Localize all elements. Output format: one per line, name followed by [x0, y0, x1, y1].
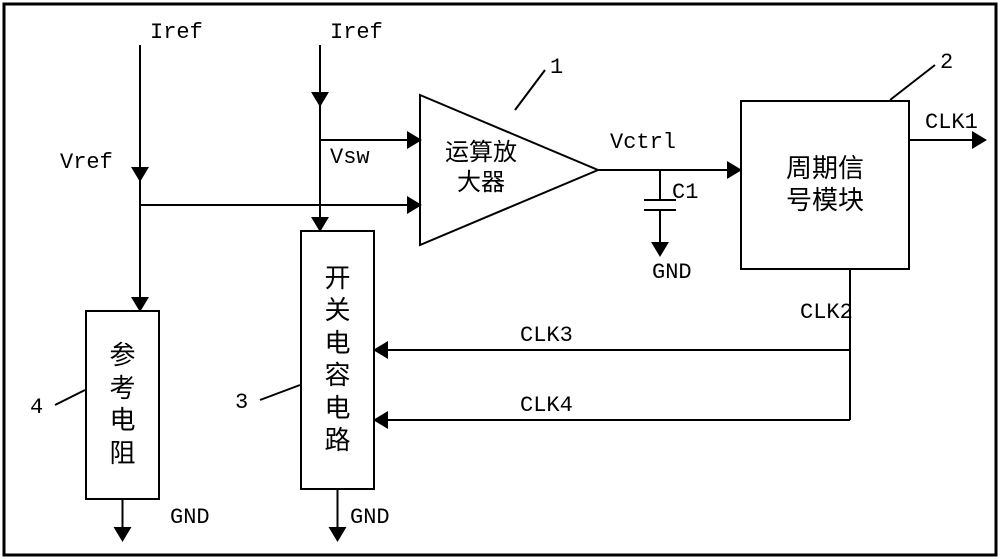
gnd-sw-label: GND	[350, 505, 390, 530]
clk2-label: CLK2	[800, 300, 853, 325]
iref-right-label: Iref	[330, 20, 383, 45]
vctrl-label: Vctrl	[610, 130, 676, 155]
period-signal-block: 周期信 号模块	[740, 100, 910, 270]
svg-text:大器: 大器	[457, 169, 505, 196]
period-signal-text: 周期信 号模块	[786, 153, 864, 218]
clk3-label: CLK3	[520, 323, 573, 348]
c1-label: C1	[672, 180, 698, 205]
gnd-ref-label: GND	[170, 505, 210, 530]
vref-label: Vref	[60, 150, 113, 175]
reference-resistor-block: 参 考 电 阻	[85, 310, 160, 500]
svg-text:运算放: 运算放	[445, 139, 517, 166]
callout-2-label: 2	[940, 50, 953, 75]
switched-capacitor-text: 开 关 电 容 电 路	[324, 263, 350, 458]
switched-capacitor-block: 开 关 电 容 电 路	[300, 230, 375, 490]
vsw-label: Vsw	[330, 145, 370, 170]
clk1-label: CLK1	[925, 110, 978, 135]
reference-resistor-text: 参 考 电 阻	[109, 340, 135, 470]
callout-4-label: 4	[30, 395, 43, 420]
gnd-cap-label: GND	[652, 260, 692, 285]
callout-1-label: 1	[550, 55, 563, 80]
callout-3-label: 3	[235, 390, 248, 415]
clk4-label: CLK4	[520, 393, 573, 418]
iref-left-label: Iref	[150, 20, 203, 45]
